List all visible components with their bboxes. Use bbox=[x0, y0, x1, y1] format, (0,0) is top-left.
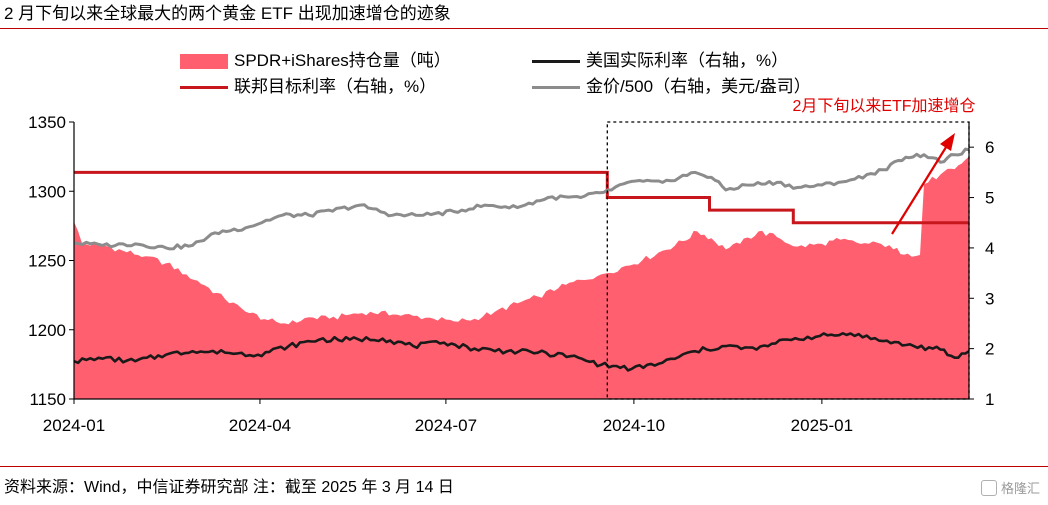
x-tick-label: 2025-01 bbox=[791, 416, 853, 435]
legend-label-fed-rate: 联邦目标利率（右轴，%） bbox=[234, 77, 437, 96]
legend-swatch-holdings bbox=[180, 53, 228, 69]
chart-canvas: 1150 1200 1250 1300 1350 1 2 3 4 5 6 2024-01 2024-04… bbox=[28, 97, 994, 435]
annotation-arrow-head bbox=[940, 133, 955, 151]
legend-swatch-real-rate bbox=[532, 59, 580, 63]
holdings-area bbox=[74, 156, 969, 399]
legend-label-real-rate: 美国实际利率（右轴，%） bbox=[586, 51, 789, 70]
legend-item-real-rate: 美国实际利率（右轴，%） bbox=[532, 50, 788, 72]
gold-price-line bbox=[73, 147, 970, 251]
right-tick-label: 4 bbox=[985, 239, 994, 258]
x-tick-label: 2024-10 bbox=[603, 416, 665, 435]
chart-title: 2 月下旬以来全球最大的两个黄金 ETF 出现加速增仓的迹象 bbox=[4, 4, 451, 23]
legend-label-gold: 金价/500（右轴，美元/盎司） bbox=[586, 77, 811, 96]
annotation-group: 2月下旬以来ETF加速增仓 bbox=[606, 97, 976, 400]
footer-rule bbox=[0, 466, 1048, 467]
left-tick-label: 1350 bbox=[28, 113, 66, 132]
holdings-area-group bbox=[74, 156, 969, 399]
annotation-dashed-box bbox=[606, 121, 970, 400]
legend-item-holdings: SPDR+iShares持仓量（吨） bbox=[180, 50, 451, 72]
axes-group: 1150 1200 1250 1300 1350 1 2 3 4 5 6 2024-01 2024-04… bbox=[28, 113, 994, 435]
legend-swatch-gold bbox=[532, 85, 580, 89]
left-tick-label: 1250 bbox=[28, 252, 66, 271]
annotation-text: 2月下旬以来ETF加速增仓 bbox=[792, 97, 975, 115]
right-tick-label: 3 bbox=[985, 289, 994, 308]
x-tick-label: 2024-04 bbox=[229, 416, 291, 435]
legend-label-holdings: SPDR+iShares持仓量（吨） bbox=[234, 51, 451, 70]
right-tick-label: 5 bbox=[985, 189, 994, 208]
legend-item-gold: 金价/500（右轴，美元/盎司） bbox=[532, 76, 811, 98]
source-note: 资料来源：Wind，中信证券研究部 注：截至 2025 年 3 月 14 日 bbox=[4, 479, 454, 496]
watermark-logo-icon bbox=[980, 479, 997, 496]
left-tick-label: 1300 bbox=[28, 182, 66, 201]
left-tick-label: 1200 bbox=[28, 321, 66, 340]
right-tick-label: 1 bbox=[985, 390, 994, 409]
legend-swatch-fed-rate bbox=[180, 85, 228, 89]
real-rate-line bbox=[73, 332, 970, 372]
x-tick-label: 2024-01 bbox=[43, 416, 105, 435]
fed-rate-line bbox=[74, 170, 969, 225]
right-tick-label: 6 bbox=[985, 138, 994, 157]
right-tick-label: 2 bbox=[985, 340, 994, 359]
legend-item-fed-rate: 联邦目标利率（右轴，%） bbox=[180, 76, 436, 98]
x-tick-label: 2024-07 bbox=[415, 416, 477, 435]
watermark-text: 格隆汇 bbox=[1000, 481, 1040, 496]
left-tick-label: 1150 bbox=[29, 390, 66, 409]
title-rule bbox=[0, 28, 1048, 29]
annotation-arrow-shaft bbox=[891, 143, 949, 235]
watermark: 格隆汇 bbox=[980, 478, 1040, 497]
line-series-group bbox=[73, 147, 970, 372]
